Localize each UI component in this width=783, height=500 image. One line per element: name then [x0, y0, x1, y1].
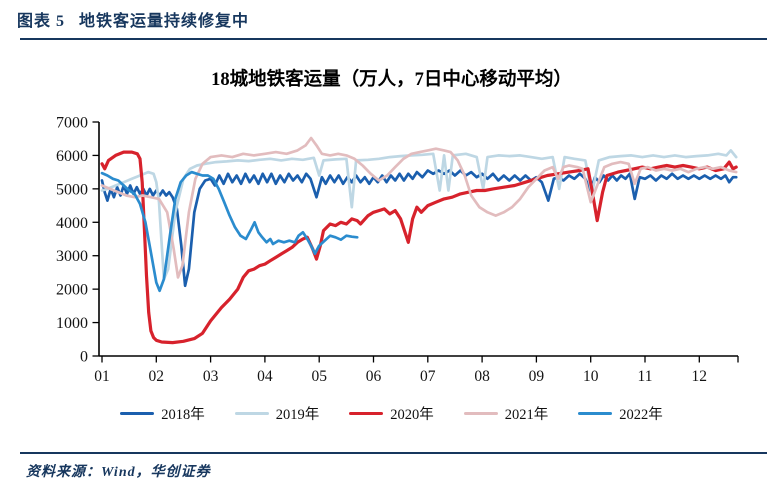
chart-title: 18城地铁客运量（万人，7日中心移动平均） — [211, 70, 572, 90]
y-tick-label: 5000 — [56, 181, 88, 198]
y-tick-label: 6000 — [56, 148, 88, 165]
series-line-2021 — [100, 136, 738, 279]
source-note: 资料来源：Wind，华创证券 — [26, 465, 211, 480]
legend-label-2020: 2020年 — [390, 407, 434, 423]
footer-divider — [20, 452, 767, 454]
figure-number: 图表 5 — [17, 13, 66, 30]
x-tick-label: 11 — [638, 368, 653, 385]
legend-swatch-2018 — [120, 411, 155, 416]
y-tick-label: 3000 — [56, 248, 88, 265]
y-tick-label: 4000 — [56, 215, 88, 232]
legend-label-2019: 2019年 — [275, 407, 320, 423]
legend-label-2018: 2018年 — [161, 407, 205, 423]
legend-swatch-2019 — [234, 411, 269, 416]
y-tick-label: 0 — [80, 349, 88, 366]
y-tick-label: 7000 — [56, 115, 88, 132]
series-line-2022 — [100, 170, 359, 293]
x-tick-label: 07 — [420, 368, 436, 385]
y-tick-label: 2000 — [56, 282, 88, 299]
legend-label-2021: 2021年 — [504, 407, 549, 423]
chart-legend: 2018年 2019年 2020年 2021年 2022年 — [0, 403, 783, 424]
x-tick-label: 09 — [529, 368, 545, 385]
x-tick-label: 10 — [583, 368, 599, 385]
x-tick-label: 12 — [692, 368, 708, 385]
x-tick-label: 01 — [94, 368, 110, 385]
legend-item-2020: 2020年 — [349, 403, 434, 424]
legend-swatch-2022 — [578, 411, 613, 416]
y-tick-label: 1000 — [56, 315, 88, 332]
x-tick-label: 03 — [203, 368, 219, 385]
x-tick-label: 04 — [257, 368, 273, 385]
x-tick-label: 08 — [474, 368, 490, 385]
legend-label-2022: 2022年 — [619, 407, 663, 423]
x-tick-label: 06 — [366, 368, 382, 385]
legend-swatch-2020 — [349, 411, 384, 416]
legend-item-2019: 2019年 — [234, 403, 320, 424]
x-tick-label: 05 — [311, 368, 327, 385]
legend-item-2021: 2021年 — [463, 403, 549, 424]
legend-swatch-2021 — [463, 411, 498, 416]
series-line-2018 — [100, 169, 738, 288]
figure-header: 图表 5 地铁客运量持续修复中 — [17, 7, 249, 31]
legend-item-2018: 2018年 — [120, 403, 205, 424]
series-line-2020 — [100, 150, 738, 345]
legend-item-2022: 2022年 — [578, 403, 663, 424]
x-tick-label: 02 — [149, 368, 165, 385]
header-divider — [20, 38, 767, 40]
figure-title: 地铁客运量持续修复中 — [79, 13, 250, 30]
